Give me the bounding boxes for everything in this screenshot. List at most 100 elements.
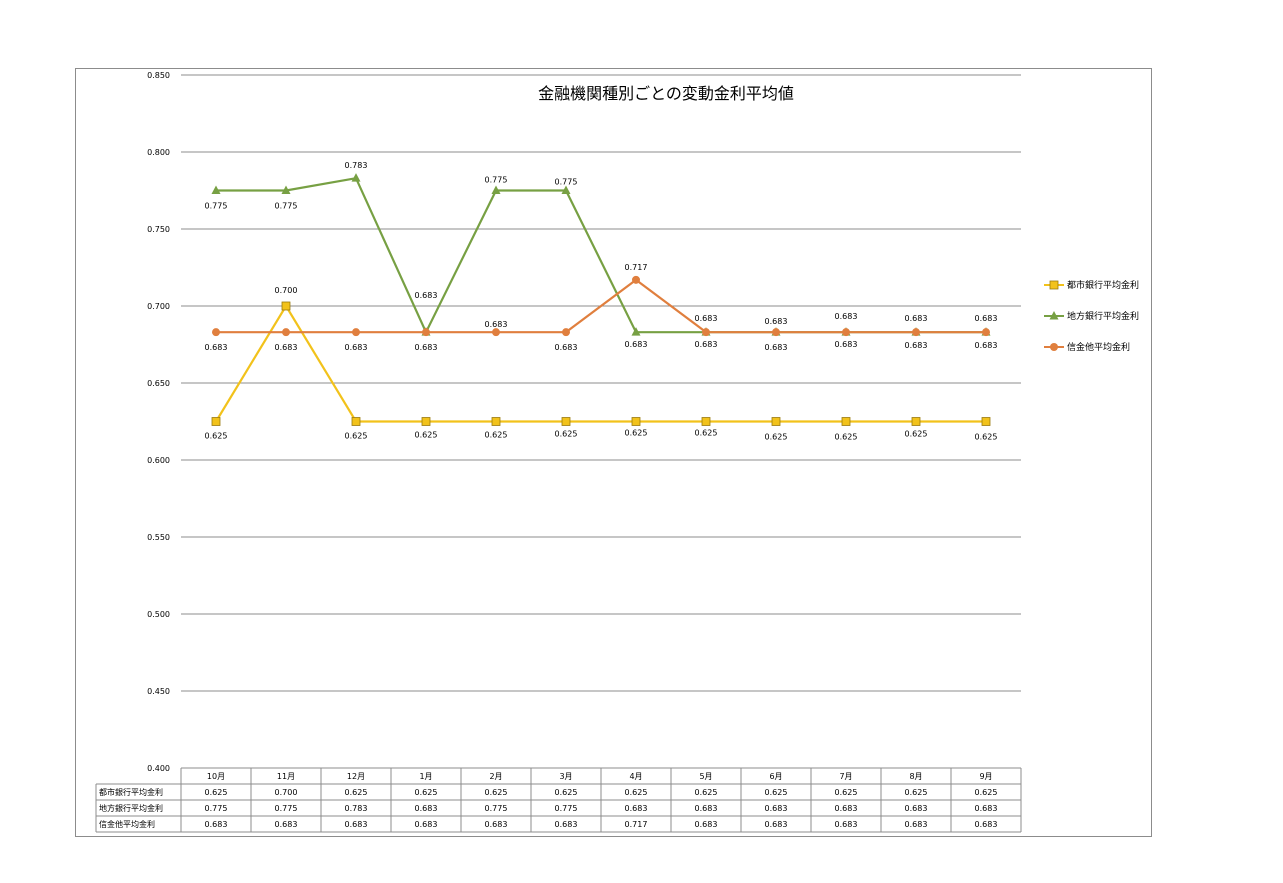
data-label: 0.775 [205,202,228,211]
data-point [491,185,501,194]
data-label: 0.683 [415,291,438,300]
data-point [422,328,430,337]
data-point [772,328,780,337]
y-tick-label: 0.550 [147,533,170,542]
data-label: 0.625 [205,432,228,441]
table-cell: 0.625 [555,788,578,797]
line-chart: 0.850 0.800 0.750 0.700 0.650 0.600 0.550 0.500… [95,71,1139,833]
data-point [212,328,220,337]
table-cell: 0.683 [975,804,998,813]
data-label: 0.625 [555,430,578,439]
data-point [771,417,781,426]
series-line-2 [216,176,986,335]
legend-label: 地方銀行平均金利 [1067,310,1139,322]
table-cell: 0.683 [835,804,858,813]
data-label: 0.775 [485,176,508,185]
data-label: 0.683 [905,314,928,323]
series-line-3 [216,278,986,334]
table-cell: 0.683 [765,804,788,813]
data-point [351,417,361,426]
data-label: 0.700 [275,286,298,295]
data-point [281,185,291,194]
y-tick-label: 0.700 [147,302,170,311]
data-point [911,417,921,426]
table-cell: 0.625 [905,788,928,797]
y-tick-label: 0.450 [147,687,170,696]
data-point [562,328,570,337]
data-point [491,417,501,426]
category-label: 6月 [769,772,782,781]
chart-title: 金融機関種別ごとの変動金利平均値 [538,84,794,103]
data-label: 0.683 [975,341,998,350]
table-cell: 0.683 [485,820,508,829]
data-point [702,328,710,337]
data-point [561,185,571,194]
data-label: 0.683 [765,343,788,352]
data-label: 0.683 [835,340,858,349]
data-label: 0.625 [835,433,858,442]
data-point [421,417,431,426]
table-cell: 0.683 [345,820,368,829]
data-label: 0.783 [345,161,368,170]
data-point [701,417,711,426]
legend-label: 都市銀行平均金利 [1067,279,1139,291]
table-cell: 0.683 [555,820,578,829]
data-label: 0.625 [415,431,438,440]
table-cell: 0.625 [765,788,788,797]
table-cell: 0.683 [695,820,718,829]
legend-marker [1050,343,1058,351]
data-point [281,301,291,311]
data-label: 0.625 [345,432,368,441]
category-label: 1月 [419,772,432,781]
data-point [632,275,640,284]
data-point [282,328,290,337]
y-tick-label: 0.850 [147,71,170,80]
data-point [842,328,850,337]
category-label: 3月 [559,772,572,781]
table-cell: 0.683 [275,820,298,829]
table-cell: 0.683 [905,804,928,813]
table-cell: 0.775 [205,804,228,813]
data-point [981,417,991,426]
table-cell: 0.625 [975,788,998,797]
data-point [631,327,641,336]
legend-marker [1049,280,1059,290]
data-label: 0.683 [835,312,858,321]
table-cell: 0.625 [345,788,368,797]
data-point [841,417,851,426]
table-cell: 0.783 [345,804,368,813]
data-label: 0.683 [415,343,438,352]
category-label: 4月 [629,772,642,781]
category-label: 7月 [839,772,852,781]
data-label: 0.625 [625,429,648,438]
data-label: 0.717 [625,263,648,272]
data-label: 0.775 [555,178,578,187]
table-cell: 0.683 [415,804,438,813]
data-label: 0.625 [695,429,718,438]
table-cell: 0.683 [975,820,998,829]
category-label: 9月 [979,772,992,781]
data-label: 0.683 [695,340,718,349]
table-cell: 0.775 [275,804,298,813]
table-series-name: 都市銀行平均金利 [99,787,163,797]
chart-frame: 0.850 0.800 0.750 0.700 0.650 0.600 0.550 0.500… [75,68,1152,837]
table-cell: 0.683 [765,820,788,829]
data-label: 0.683 [625,340,648,349]
data-point [982,328,990,337]
y-tick-label: 0.750 [147,225,170,234]
table-cell: 0.775 [555,804,578,813]
data-label: 0.683 [695,314,718,323]
data-point [492,328,500,337]
table-cell: 0.683 [835,820,858,829]
table-cell: 0.625 [835,788,858,797]
data-point [352,328,360,337]
category-label: 2月 [489,772,502,781]
table-cell: 0.625 [695,788,718,797]
data-label: 0.625 [765,433,788,442]
table-series-name: 信金他平均金利 [99,819,155,829]
table-cell: 0.683 [205,820,228,829]
table-cell: 0.625 [485,788,508,797]
y-tick-label: 0.400 [147,764,170,773]
table-cell: 0.775 [485,804,508,813]
table-cell: 0.683 [695,804,718,813]
